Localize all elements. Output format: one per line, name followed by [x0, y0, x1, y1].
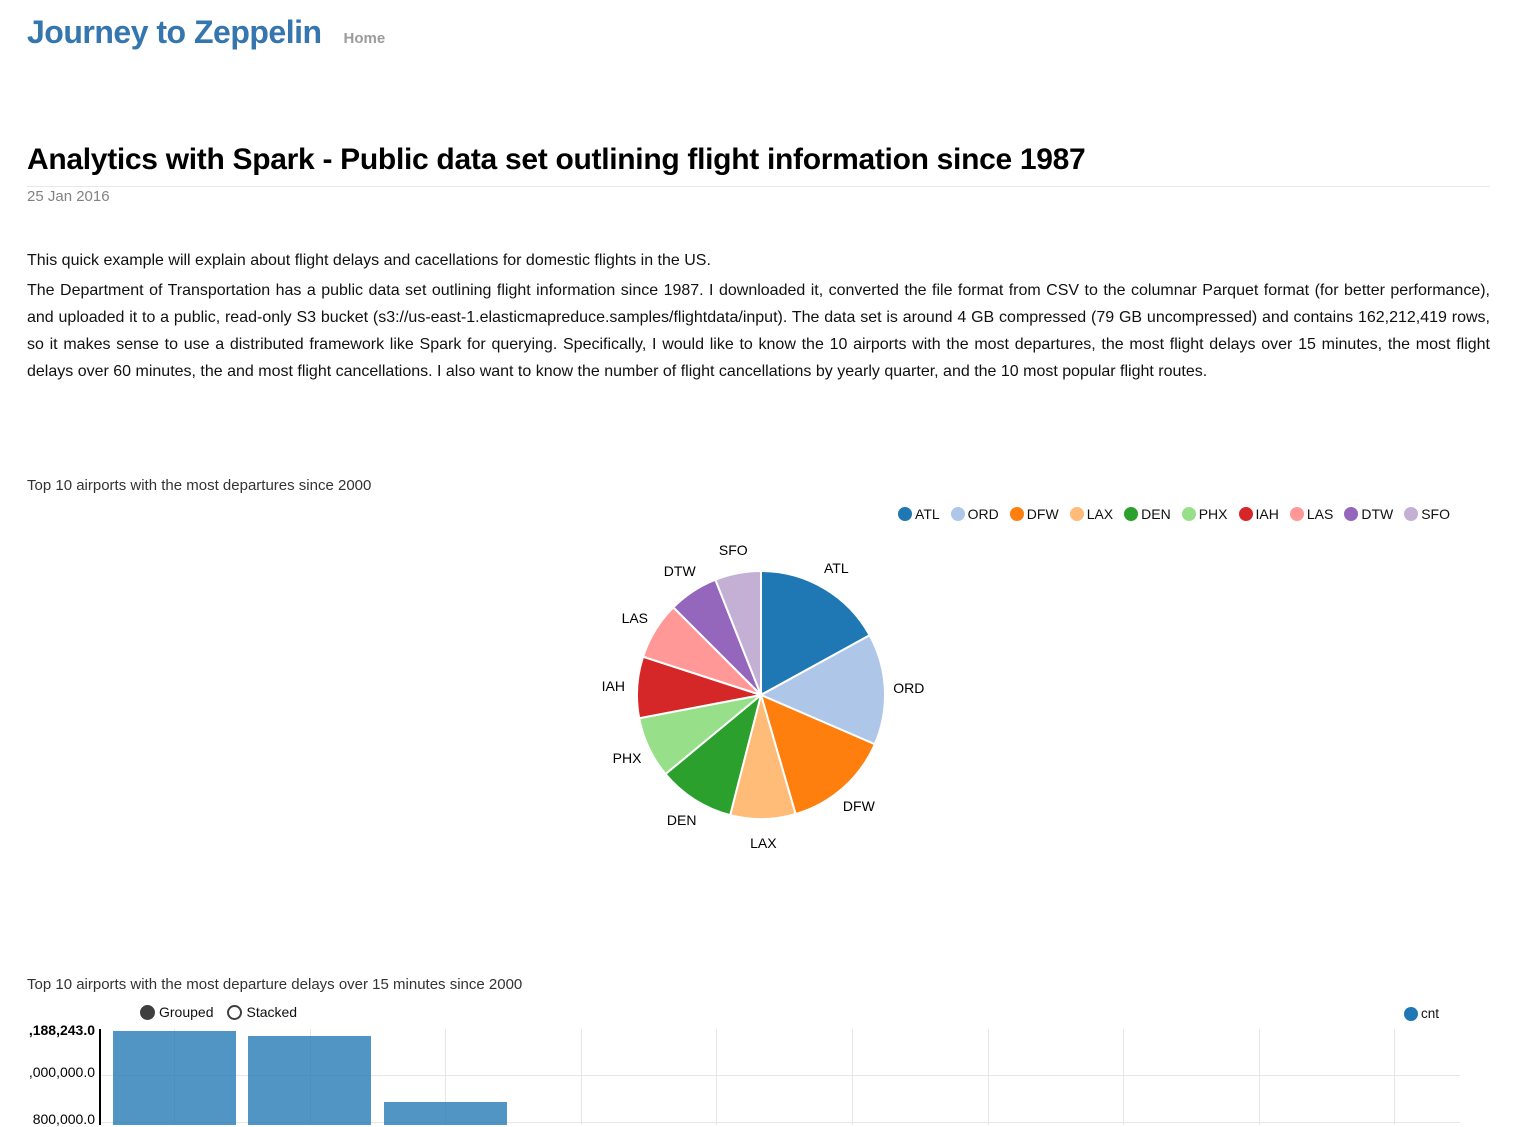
pie-slice-ATL[interactable] [760, 569, 872, 697]
legend-dot-IAH [1238, 507, 1253, 521]
legend-label-LAS: LAS [1306, 506, 1334, 522]
gridline-v [987, 1029, 989, 1125]
nav-home-link[interactable]: Home [343, 30, 386, 47]
site-header: Journey to Zeppelin Home [27, 14, 385, 51]
pie-slice-SFO[interactable] [714, 569, 762, 696]
legend-label-PHX: PHX [1198, 506, 1228, 522]
bar-cnt-3[interactable] [383, 1102, 507, 1125]
legend-dot-LAS [1289, 507, 1304, 521]
pie-label-DTW: DTW [663, 563, 696, 580]
post-paragraph-1: This quick example will explain about fl… [27, 252, 711, 269]
legend-dot-cnt [1404, 1006, 1418, 1021]
gridline-h [100, 1075, 1460, 1076]
y-axis-tick-label: ,000,000.0 [28, 1064, 95, 1080]
pie-label-SFO: SFO [718, 541, 748, 558]
legend-item-DTW[interactable]: DTW [1344, 506, 1393, 522]
post-paragraph-2: The Department of Transportation has a p… [27, 282, 1490, 380]
legend-dot-ORD [950, 507, 965, 521]
legend-label-ATL: ATL [915, 506, 940, 522]
legend-label-DEN: DEN [1141, 506, 1171, 522]
legend-label-cnt: cnt [1421, 1006, 1440, 1021]
gridline-h [100, 1121, 1460, 1123]
grouped-radio[interactable]: Grouped [140, 1004, 213, 1020]
legend-item-ORD[interactable]: ORD [950, 506, 999, 522]
legend-label-ORD: ORD [967, 506, 999, 522]
bar-chart-title: Top 10 airports with the most departure … [27, 976, 523, 993]
pie-label-PHX: PHX [612, 750, 642, 766]
legend-dot-DEN [1124, 507, 1139, 521]
legend-item-ATL[interactable]: ATL [898, 506, 940, 522]
bar-chart-legend: cnt [1404, 1006, 1439, 1021]
legend-dot-DFW [1009, 507, 1024, 521]
stacked-label: Stacked [246, 1004, 298, 1020]
y-axis-tick-label: ,188,243.0 [28, 1022, 95, 1038]
site-title-link[interactable]: Journey to Zeppelin [27, 14, 322, 50]
y-axis-tick-label: 800,000.0 [32, 1110, 95, 1127]
grouped-label: Grouped [159, 1004, 214, 1020]
legend-dot-LAX [1069, 507, 1084, 521]
gridline-v [1258, 1029, 1260, 1125]
bar-cnt-2[interactable] [248, 1036, 372, 1125]
gridline-v [445, 1029, 447, 1125]
legend-dot-DTW [1344, 507, 1359, 521]
legend-dot-ATL [898, 507, 913, 521]
legend-dot-SFO [1404, 507, 1419, 521]
bar-cnt-1[interactable] [112, 1031, 236, 1125]
pie-legend: ATL ORD DFW LAX DEN PHX IAH LAS DTW SFO [898, 506, 1450, 522]
legend-label-DTW: DTW [1361, 506, 1394, 522]
legend-item-SFO[interactable]: SFO [1404, 506, 1450, 522]
legend-item-DEN[interactable]: DEN [1124, 506, 1171, 522]
pie-label-ORD: ORD [893, 680, 925, 697]
legend-item-LAS[interactable]: LAS [1289, 506, 1334, 522]
legend-label-SFO: SFO [1421, 506, 1450, 522]
legend-label-LAX: LAX [1086, 506, 1114, 522]
radio-unselected-icon [227, 1004, 243, 1020]
legend-item-cnt[interactable]: cnt [1404, 1006, 1439, 1021]
gridline-v [1123, 1029, 1125, 1125]
radio-selected-icon [140, 1004, 155, 1020]
pie-chart [636, 569, 886, 820]
legend-item-LAX[interactable]: LAX [1069, 506, 1114, 522]
gridline-v [716, 1029, 718, 1125]
legend-label-IAH: IAH [1255, 506, 1279, 522]
pie-label-IAH: IAH [601, 677, 625, 694]
pie-label-LAX: LAX [750, 834, 777, 851]
gridline-v [852, 1029, 853, 1125]
pie-slice-DFW[interactable] [759, 693, 877, 816]
stacked-radio[interactable]: Stacked [227, 1004, 297, 1020]
gridline-v [1394, 1029, 1396, 1125]
post-date: 25 Jan 2016 [27, 188, 110, 205]
post-title: Analytics with Spark - Public data set o… [27, 141, 1490, 188]
pie-label-ATL: ATL [824, 559, 849, 576]
y-axis-line [99, 1029, 101, 1125]
pie-slice-DEN[interactable] [664, 692, 763, 817]
pie-label-DFW: DFW [842, 798, 875, 815]
pie-label-LAS: LAS [621, 609, 649, 626]
gridline-v [580, 1029, 582, 1125]
legend-dot-PHX [1181, 507, 1196, 521]
pie-label-DEN: DEN [666, 811, 697, 828]
pie-slice-ORD[interactable] [758, 633, 886, 746]
legend-item-PHX[interactable]: PHX [1181, 506, 1228, 522]
legend-item-IAH[interactable]: IAH [1238, 506, 1279, 522]
pie-chart-title: Top 10 airports with the most departures… [27, 477, 372, 494]
bar-chart-mode-controls: Grouped Stacked [140, 1004, 297, 1020]
legend-label-DFW: DFW [1026, 506, 1059, 522]
legend-item-DFW[interactable]: DFW [1009, 506, 1059, 522]
